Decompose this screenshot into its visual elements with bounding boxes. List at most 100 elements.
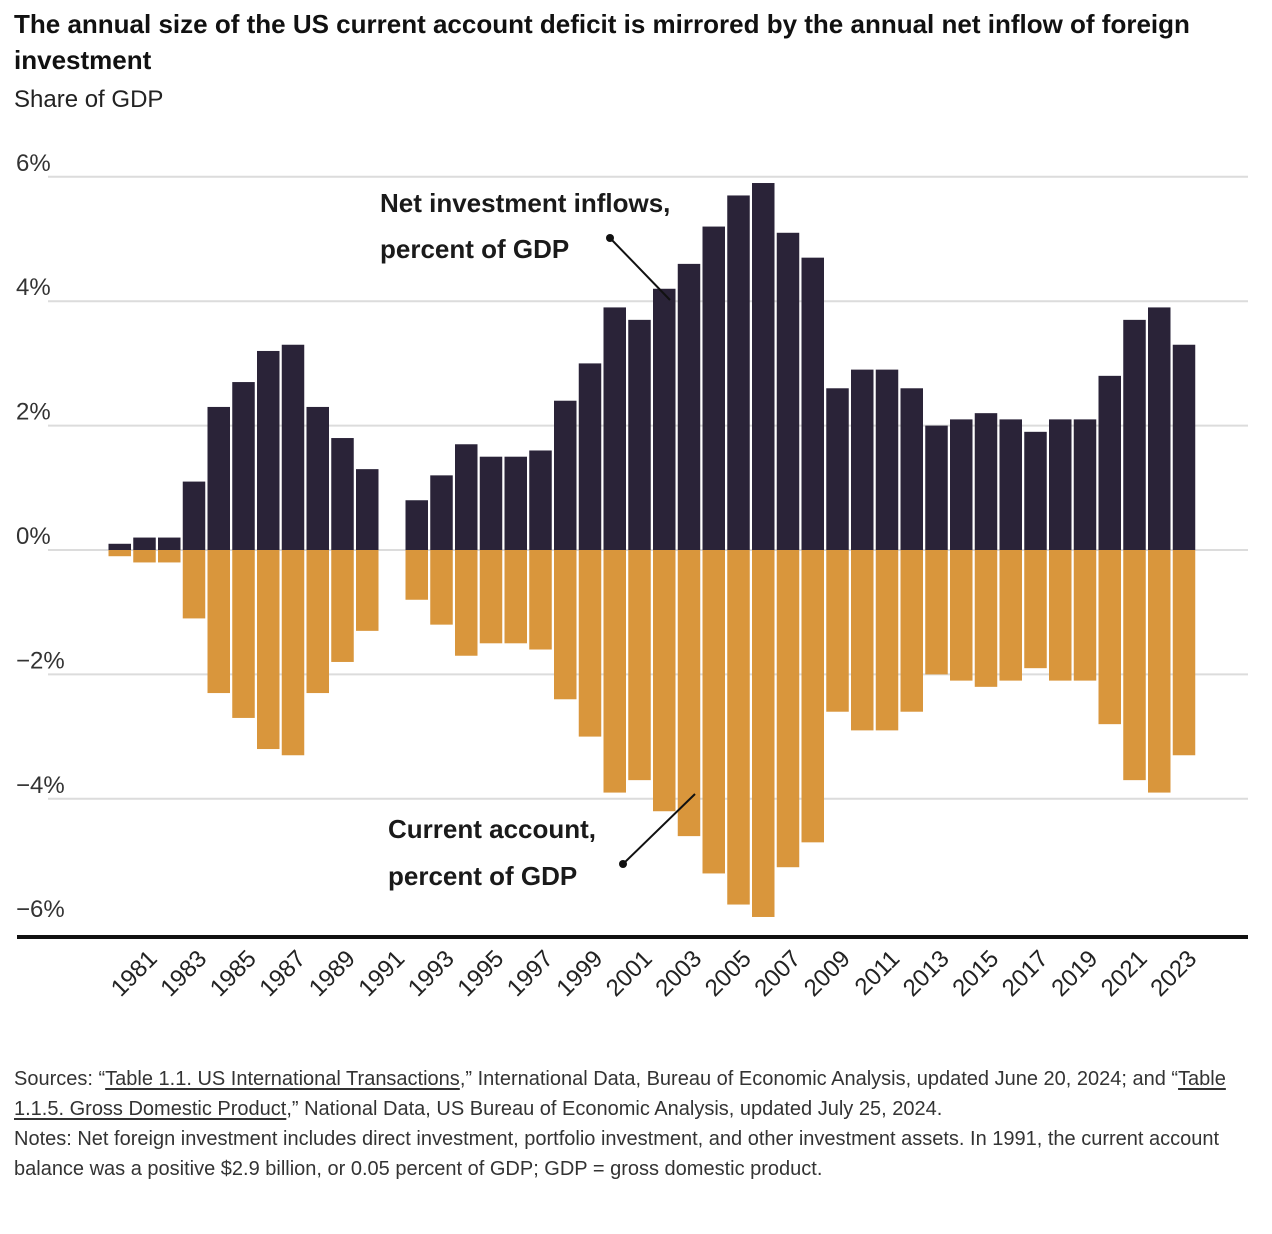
source-link-table-1-1-5[interactable]: Table 1.1.5. Gross Domestic Product [14,1068,1226,1120]
bar-current-account-1985 [232,550,255,718]
bar-current-account-2012 [900,550,923,712]
x-tick-label: 1999 [551,945,608,1002]
bar-net-investment-1987 [281,344,305,550]
bar-current-account-2022 [1148,550,1171,793]
bar-net-investment-2017 [1024,431,1047,550]
x-tick-label: 2015 [947,945,1004,1002]
notes-text: Notes: Net foreign investment includes d… [14,1128,1220,1180]
bar-current-account-2013 [925,550,948,675]
bar-current-account-1988 [306,550,329,694]
bar-net-investment-1984 [207,406,230,550]
bar-net-investment-2006 [752,183,775,550]
bar-current-account-2019 [1073,550,1097,681]
bar-net-investment-1982 [158,537,181,550]
y-tick-label: 6% [16,150,51,177]
bar-current-account-2003 [677,550,701,837]
bar-current-account-1999 [578,550,602,737]
bar-current-account-2020 [1098,550,1121,725]
bar-net-investment-2000 [603,307,626,550]
bar-net-investment-2008 [801,257,824,550]
bar-net-investment-2015 [974,413,998,550]
bar-net-investment-2001 [628,319,651,550]
annotation-inflows-line1: Net investment inflows, [380,188,670,218]
bar-net-investment-2012 [900,388,923,550]
bar-current-account-2009 [826,550,849,712]
x-tick-label: 1997 [502,945,559,1002]
x-tick-label: 2013 [898,945,955,1002]
x-tick-label: 2023 [1145,945,1202,1002]
y-tick-label: 0% [16,523,51,550]
bar-net-investment-2014 [950,419,973,550]
y-tick-label: −6% [16,896,65,923]
bar-net-investment-2011 [875,369,899,550]
bar-net-investment-2021 [1123,319,1146,550]
bar-current-account-2011 [875,550,899,731]
bar-net-investment-1986 [257,350,280,550]
bar-current-account-2014 [950,550,973,681]
bar-chart: 6%4%2%0%−2%−4%−6% 1981198319851987198919… [16,150,1248,1002]
sources-text: Sources: “Table 1.1. US International Tr… [14,1068,1226,1120]
y-tick-label: 2% [16,399,51,426]
annotation-current-leader [622,793,696,865]
bar-current-account-2023 [1172,550,1196,756]
chart-title: The annual size of the US current accoun… [14,9,1190,75]
annotations: Net investment inflows, percent of GDP Cur… [380,188,696,891]
bar-current-account-1989 [331,550,354,662]
x-tick-label: 2011 [850,945,906,1001]
x-tick-label: 2009 [799,945,856,1002]
bars [108,183,1196,917]
source-link-table-1-1[interactable]: Table 1.1. US International Transactions [105,1068,460,1090]
bar-net-investment-2019 [1073,419,1097,550]
x-axis-ticks: 1981198319851987198919911993199519971999… [106,945,1202,1002]
bar-current-account-2006 [752,550,775,917]
bar-net-investment-1985 [232,382,255,550]
bar-current-account-1982 [158,550,181,563]
bar-net-investment-1983 [182,481,206,550]
bar-net-investment-1997 [529,450,552,550]
bar-net-investment-2013 [925,425,948,550]
bar-net-investment-1995 [479,456,503,550]
x-tick-label: 2005 [700,945,757,1002]
bar-current-account-2004 [702,550,725,874]
bar-current-account-1997 [529,550,552,650]
bar-net-investment-1994 [455,444,478,550]
bar-current-account-1984 [207,550,230,694]
x-tick-label: 1993 [403,945,460,1002]
bar-net-investment-1992 [405,500,428,550]
bar-current-account-2001 [628,550,651,781]
bar-net-investment-1989 [331,438,354,550]
annotation-current-line1: Current account, [388,814,596,844]
bar-net-investment-2004 [702,226,725,550]
x-tick-label: 2003 [650,945,707,1002]
x-tick-label: 2021 [1096,945,1153,1002]
bar-current-account-1981 [133,550,156,563]
bar-current-account-1990 [356,550,379,631]
bar-current-account-1994 [455,550,478,656]
bar-current-account-1998 [554,550,577,700]
bar-current-account-2015 [974,550,998,687]
bar-net-investment-2003 [677,263,701,550]
bar-current-account-2005 [727,550,750,905]
bar-net-investment-2005 [727,195,750,550]
y-tick-label: −2% [16,647,65,674]
bar-current-account-2017 [1024,550,1047,669]
bar-net-investment-2007 [776,232,800,550]
x-tick-label: 2001 [601,945,658,1002]
x-tick-label: 1989 [304,945,361,1002]
chart-subtitle: Share of GDP [14,86,164,113]
bar-net-investment-2022 [1148,307,1171,550]
bar-current-account-1992 [405,550,428,600]
bar-current-account-1996 [504,550,527,644]
bar-net-investment-2016 [999,419,1022,550]
y-axis-ticks: 6% 4% 2% 0% −2% −4% −6% [16,150,65,923]
x-tick-label: 1995 [452,945,509,1002]
bar-current-account-2021 [1123,550,1146,781]
x-tick-label: 2019 [1046,945,1103,1002]
bar-current-account-1980 [108,550,131,557]
bar-net-investment-1993 [430,475,453,550]
y-tick-label: 4% [16,274,51,301]
bar-current-account-2008 [801,550,824,843]
bar-net-investment-2010 [851,369,874,550]
bar-net-investment-2023 [1172,344,1196,550]
bar-net-investment-2002 [653,288,676,550]
